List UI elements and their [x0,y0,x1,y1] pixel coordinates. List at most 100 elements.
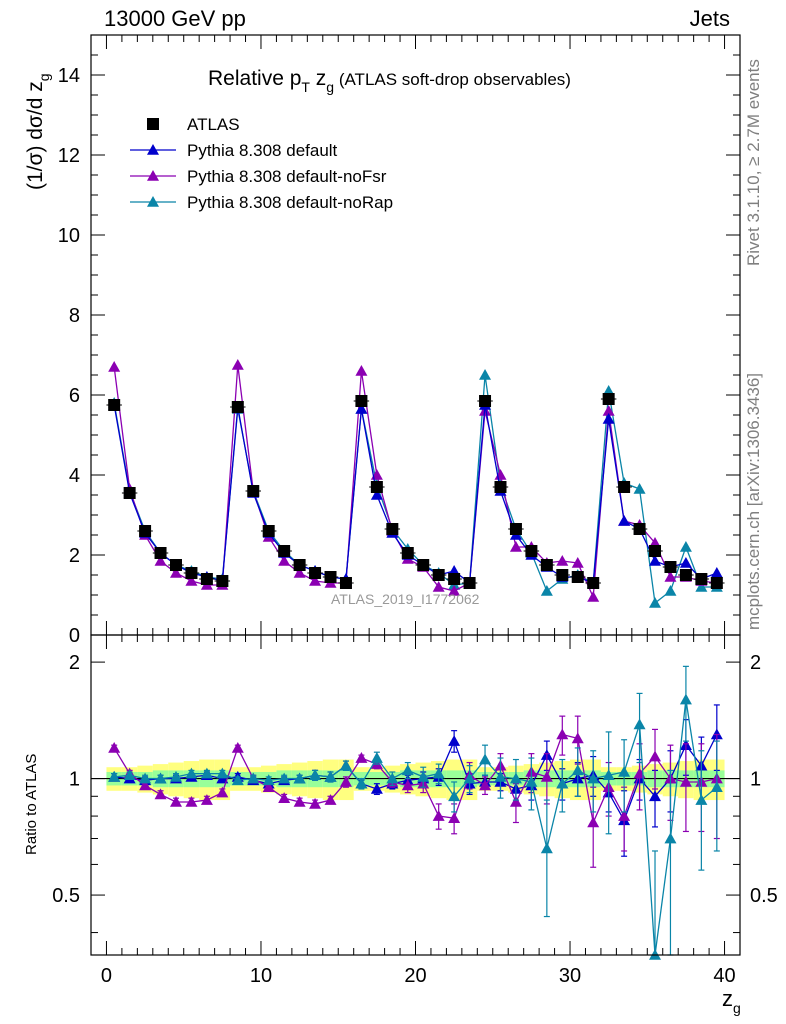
legend-label: Pythia 8.308 default [187,141,338,160]
series-point-2 [664,571,677,582]
ratio-point-1 [679,775,692,787]
atlas-data-point [494,481,507,493]
ratio-point-2 [169,770,182,782]
ratio-point-2 [417,770,430,782]
main-ylabel: (1/σ) dσ/d zg [24,73,52,190]
ratio-point-1 [309,797,322,809]
ratio-point-1 [216,786,229,798]
main-ytick-label: 4 [69,465,80,487]
ratio-point-1 [154,788,167,800]
ratio-point-2 [200,767,213,779]
series-point-1 [355,403,368,414]
ratio-point-2 [463,772,476,784]
atlas-data-point [633,523,646,535]
atlas-data-point [108,399,121,411]
atlas-data-point [370,481,383,493]
ratio-line-2 [114,699,718,956]
ratio-ylabel: Ratio to ATLAS [23,754,40,855]
ratio-point-2 [355,777,368,789]
ratio-point-2 [695,794,708,805]
ratio-point-2 [216,767,229,779]
ratio-point-1 [587,816,600,828]
atlas-data-point [216,575,229,587]
series-point-2 [231,359,244,370]
series-point-2 [278,555,291,566]
series-point-3 [479,369,492,380]
ratio-point-2 [509,772,522,784]
main-ytick-label: 6 [69,385,80,407]
atlas-data-point [463,577,476,589]
analysis-watermark: ATLAS_2019_I1772062 [331,591,480,607]
atlas-data-point [525,545,538,557]
ratio-ytick-label-right: 2 [750,652,761,674]
ratio-ytick-label: 0.5 [52,885,80,907]
ratio-point-0 [370,782,383,794]
ratio-point-1 [355,752,368,763]
series-point-2 [432,581,445,592]
series-point-2 [154,555,167,566]
atlas-data-point [169,559,182,571]
ratio-point-2 [293,772,306,784]
ratio-point-2 [324,770,337,782]
atlas-data-point [556,569,569,581]
ratio-point-1 [169,795,182,807]
ratio-point-2 [370,752,383,763]
ratio-point-2 [556,777,569,789]
series-point-2 [571,557,584,568]
ratio-point-1 [571,732,584,744]
ratio-point-2 [185,767,198,779]
ratio-point-2 [386,772,399,784]
ratio-point-1 [262,781,275,793]
atlas-data-point [200,573,213,585]
ratio-point-2 [494,770,507,782]
atlas-data-point [262,525,275,537]
series-point-2 [309,575,322,586]
atlas-data-point [339,577,352,589]
ratio-point-2 [664,832,677,844]
atlas-data-point [386,523,399,535]
ratio-point-2 [339,759,352,771]
atlas-data-point [247,485,260,497]
header-process-label: 13000 GeV pp [104,6,246,31]
main-ytick-label: 0 [69,625,80,647]
atlas-data-point [679,569,692,581]
atlas-data-point [664,561,677,573]
ratio-point-1 [139,779,152,791]
ratio-point-1 [339,775,352,787]
atlas-data-point [618,481,631,493]
series-point-3 [664,585,677,596]
ratio-point-2 [448,790,461,802]
atlas-data-point [309,567,322,579]
ratio-point-1 [432,810,445,821]
series-point-1 [649,555,662,566]
series-point-2 [587,591,600,602]
ratio-point-2 [432,767,445,779]
xtick-label: 0 [101,965,112,987]
atlas-data-point [602,393,615,405]
series-point-2 [556,555,569,566]
atlas-data-point [448,573,461,585]
ratio-point-2 [602,769,615,781]
ratio-point-1 [649,750,662,762]
legend-marker [147,144,159,155]
atlas-data-point [139,525,152,537]
atlas-data-point [695,573,708,585]
ratio-point-2 [710,781,723,793]
ratio-point-2 [679,693,692,705]
main-ytick-label: 8 [69,305,80,327]
series-line-3 [113,374,717,605]
ratio-point-1 [293,795,306,807]
atlas-data-point [293,559,306,571]
series-point-2 [448,585,461,596]
ratio-point-2 [231,774,244,786]
ratio-point-1 [401,779,414,791]
legend-marker [147,170,159,181]
series-point-2 [169,567,182,578]
ratio-point-1 [200,794,213,805]
ratio-point-2 [401,764,414,776]
ratio-point-1 [540,770,553,782]
atlas-data-point [649,545,662,557]
ratio-point-0 [649,790,662,802]
ratio-point-2 [618,765,631,777]
